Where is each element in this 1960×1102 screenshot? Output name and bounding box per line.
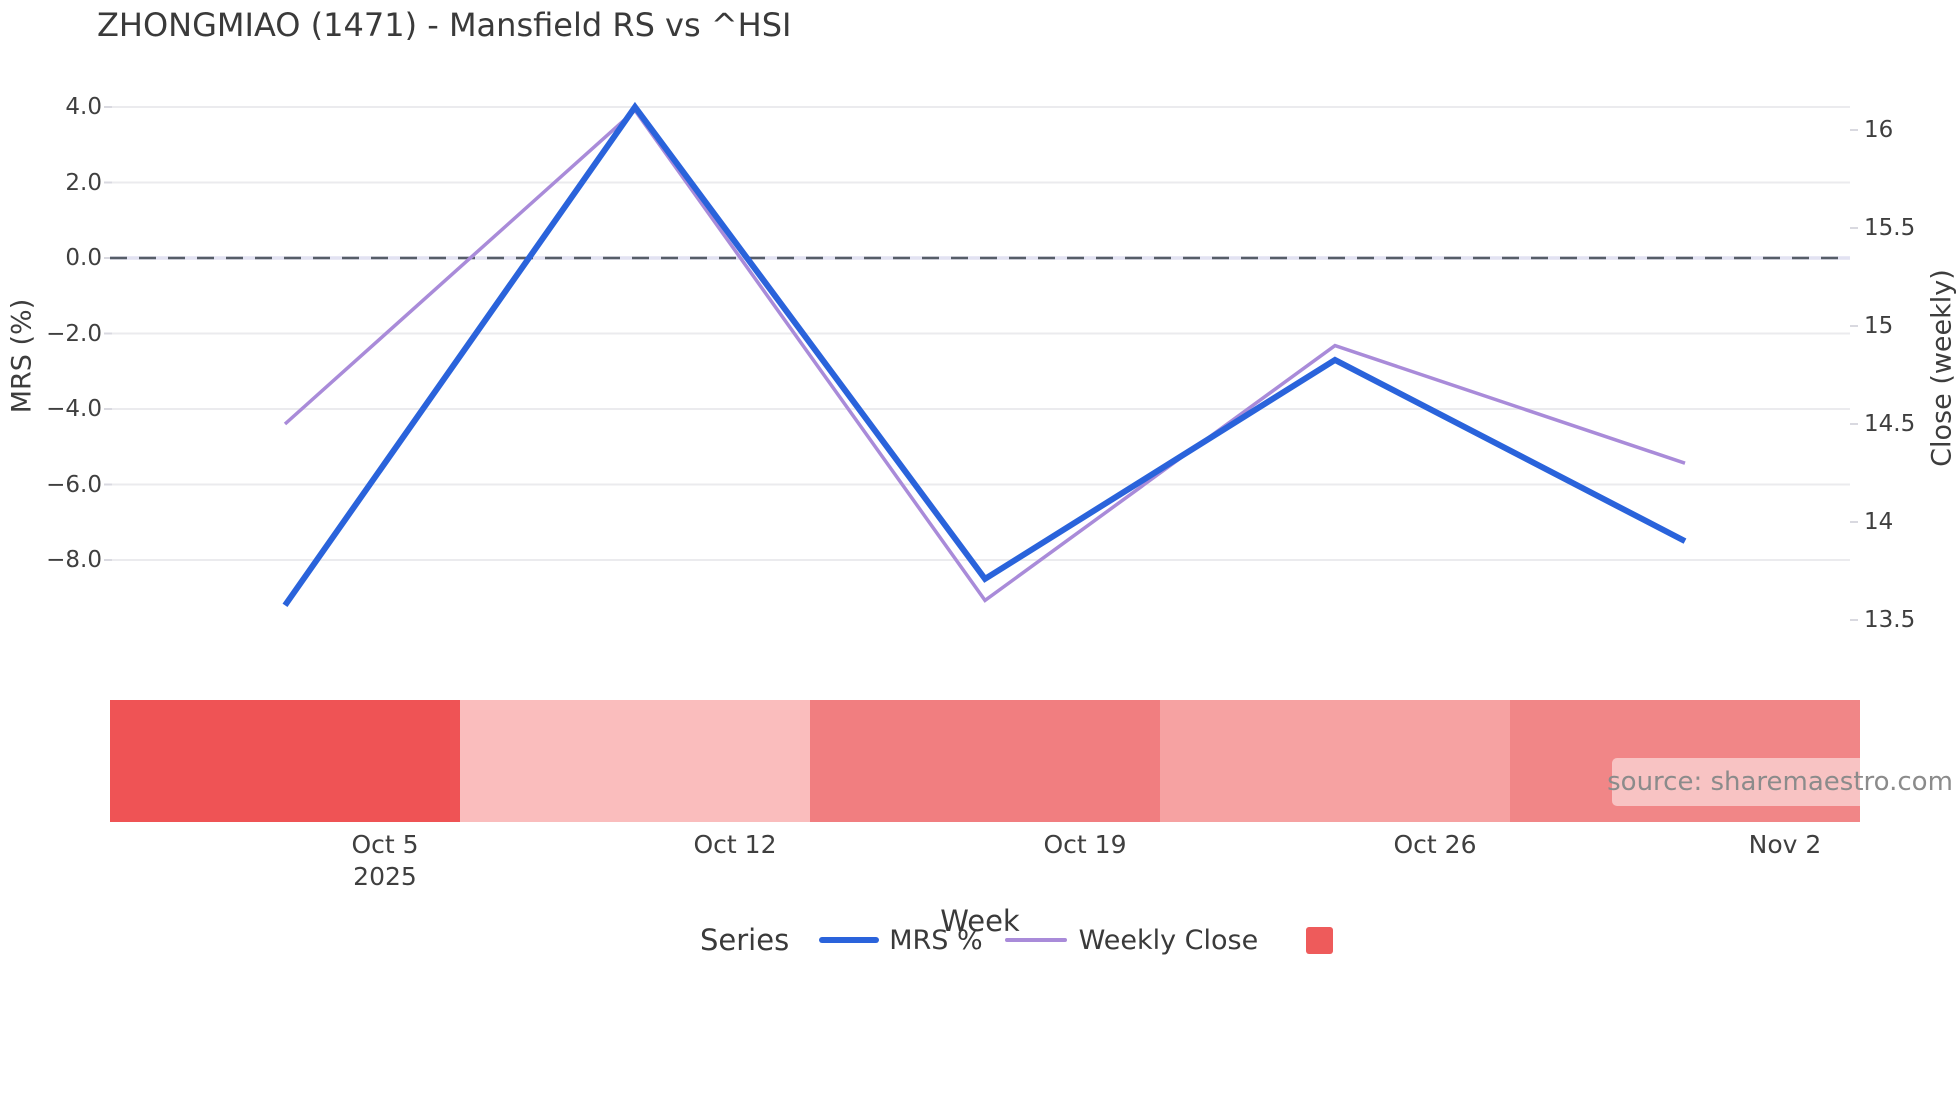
mrs-line-swatch-icon	[819, 937, 880, 943]
y-tick-label-right: 15.5	[1864, 215, 1916, 241]
x-axis-title: Week	[940, 904, 1020, 938]
x-tick: Nov 2	[1749, 829, 1822, 861]
heat-band	[110, 700, 1860, 822]
y-tick-label-right: 14.5	[1864, 411, 1916, 437]
y-tick-label-left: 0.0	[65, 245, 102, 271]
x-tick-label: Oct 12	[693, 830, 777, 859]
series-line-mrs	[282, 101, 1687, 608]
y-axis-title-right: Close (weekly)	[1926, 269, 1958, 467]
x-tick: Oct 26	[1394, 829, 1477, 861]
x-tick-label: Oct 19	[1043, 830, 1127, 859]
y-tick-label-left: −6.0	[46, 471, 102, 498]
legend: Series MRS % Weekly Close	[700, 916, 1334, 964]
y-tick-label-left: −8.0	[46, 547, 102, 573]
legend-item-mrs-label: MRS %	[889, 924, 983, 956]
weekly-close-line-swatch-icon	[1004, 938, 1067, 942]
series-line-weekly-close	[283, 107, 1686, 603]
chart-title: ZHONGMIAO (1471) - Mansfield RS vs ^HSI	[97, 6, 792, 44]
x-tick: Oct 5 2025	[351, 829, 418, 893]
x-tick-year-label: 2025	[353, 862, 417, 891]
legend-title: Series	[700, 923, 790, 957]
y-tick-label-left: 2.0	[65, 169, 102, 196]
y-tick-label-left: −2.0	[46, 320, 102, 347]
legend-item-weekly-close[interactable]: Weekly Close	[983, 924, 1259, 956]
x-tick: Oct 19	[1044, 829, 1127, 861]
y-tick-label-left: −4.0	[46, 396, 102, 422]
heat-band-segment	[1160, 700, 1510, 822]
heat-band-segment	[810, 700, 1160, 822]
y-tick-label-right: 13.5	[1864, 607, 1916, 633]
heat-band-segment	[110, 700, 460, 822]
source-watermark: source: sharemaestro.com	[1607, 758, 1953, 806]
x-tick-label: Oct 26	[1393, 830, 1477, 859]
x-tick-label: Nov 2	[1748, 830, 1822, 859]
x-tick-label: Oct 5	[351, 830, 419, 859]
legend-item-heat[interactable]	[1258, 926, 1334, 954]
y-axis-title-left: MRS (%)	[6, 298, 38, 414]
y-tick-label-right: 14	[1864, 509, 1894, 535]
source-watermark-text: source: sharemaestro.com	[1607, 767, 1953, 797]
legend-item-mrs[interactable]: MRS %	[819, 924, 983, 956]
heat-band-segment	[460, 700, 810, 822]
y-tick-label-right: 16	[1864, 117, 1894, 143]
y-tick-label-left: 4.0	[65, 94, 102, 120]
heat-square-swatch-icon	[1306, 926, 1334, 954]
x-tick: Oct 12	[694, 829, 777, 861]
y-tick-label-right: 15	[1864, 313, 1894, 339]
legend-item-weekly-close-label: Weekly Close	[1078, 924, 1259, 956]
